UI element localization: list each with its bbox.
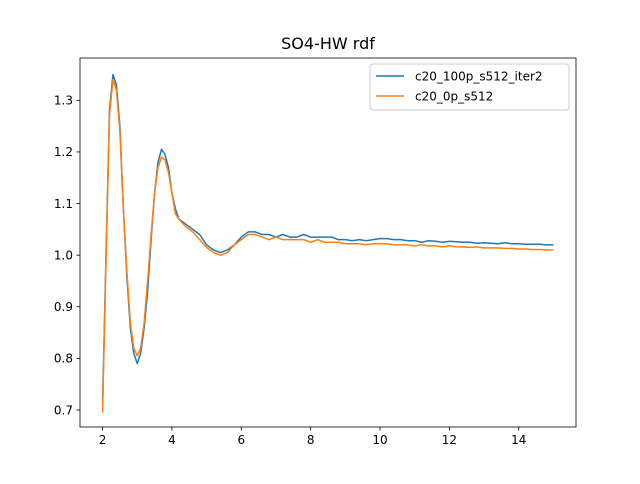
axes-frame <box>79 57 577 428</box>
y-tick-label: 1.0 <box>54 248 73 262</box>
y-tick-label: 1.3 <box>54 94 73 108</box>
y-tick-label: 1.2 <box>54 145 73 159</box>
y-tick-label: 1.1 <box>54 197 73 211</box>
y-tick-label: 0.9 <box>54 300 73 314</box>
x-tick-label: 8 <box>307 433 315 447</box>
chart-title: SO4-HW rdf <box>281 34 375 53</box>
plot-area <box>101 73 554 413</box>
y-tick-label: 0.8 <box>54 352 73 366</box>
x-tick-label: 2 <box>99 433 107 447</box>
series-line-2 <box>101 78 554 413</box>
x-tick-label: 12 <box>442 433 457 447</box>
x-tick-label: 6 <box>237 433 245 447</box>
x-tick-label: 10 <box>372 433 387 447</box>
x-tick-label: 4 <box>168 433 176 447</box>
x-tick-label: 14 <box>511 433 526 447</box>
legend-label-1: c20_100p_s512_iter2 <box>415 70 543 84</box>
axes: 2 4 6 8 10 12 14 0.7 0.8 0.9 1.0 1.1 1.2 1.3 <box>54 57 577 447</box>
legend-label-2: c20_0p_s512 <box>415 90 493 104</box>
legend: c20_100p_s512_iter2 c20_0p_s512 <box>369 63 570 111</box>
legend-box <box>369 63 570 111</box>
y-tick-label: 0.7 <box>54 403 73 417</box>
